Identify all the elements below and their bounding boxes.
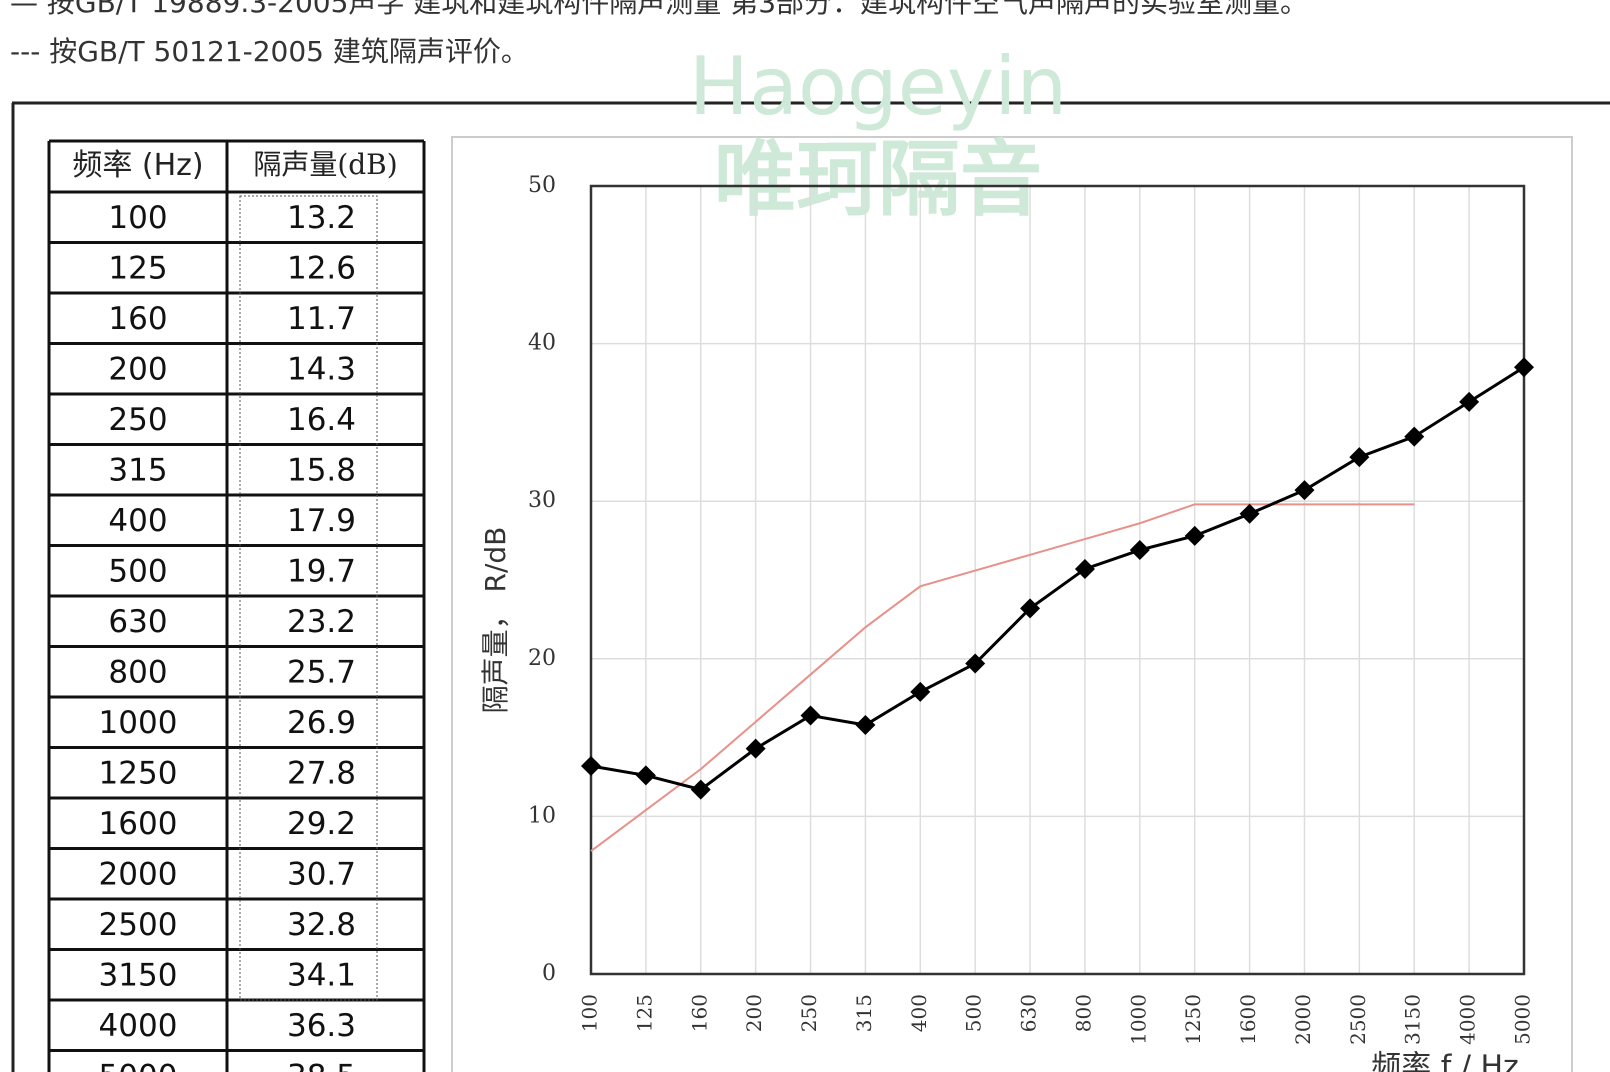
x-tick-label: 800 [1071,994,1095,1032]
x-tick-label: 125 [632,994,656,1032]
table-cell: 19.7 [287,553,356,589]
table-cell: 315 [108,452,167,488]
y-tick-label: 20 [528,646,556,671]
table-cell: 200 [108,351,167,387]
data-point [965,653,986,674]
table-cell: 400 [108,503,167,539]
data-point [800,705,821,726]
table-cell: 630 [108,604,167,640]
data-point [1514,357,1534,378]
data-point [581,755,601,776]
table-cell: 100 [108,200,167,236]
x-tick-label: 630 [1017,994,1041,1032]
table-cell: 38.5 [287,1058,356,1072]
table-cell: 14.3 [287,351,356,387]
x-tick-label: 500 [962,994,986,1032]
table-cell: 250 [108,402,167,438]
table-cell: 25.7 [287,654,356,690]
table-header: 频率 (Hz) [72,148,203,183]
y-axis-label: 隔声量， R/dB [479,527,512,714]
table-cell: 15.8 [287,452,356,488]
series-line [590,365,1525,792]
table-cell: 5000 [99,1058,178,1072]
data-point [1239,503,1260,524]
data-point [1404,426,1425,447]
table-cell: 36.3 [287,1008,356,1044]
table-header: 隔声量(dB) [253,148,397,181]
data-point [635,765,656,786]
x-tick-label: 400 [907,994,931,1032]
table-cell: 30.7 [287,856,356,892]
watermark: 唯珂隔音 [714,132,1042,227]
table-cell: 3150 [99,957,178,993]
table-cell: 2500 [99,907,178,943]
data-point [910,681,931,702]
header-line: --- 按GB/T 50121-2005 建筑隔声评价。 [10,35,529,68]
x-tick-label: 3150 [1401,994,1425,1045]
table-cell: 26.9 [287,705,356,741]
series-line [590,503,1415,852]
x-tick-label: 160 [687,994,711,1032]
watermark: Haogeyin [689,40,1067,133]
x-axis-label: 频率 f / Hz [1371,1050,1519,1072]
data-point [1129,540,1150,561]
x-tick-label: 100 [578,994,602,1032]
x-tick-label: 5000 [1511,994,1535,1045]
table-cell: 12.6 [287,250,356,286]
value-box [239,195,378,1001]
x-tick-label: 2500 [1346,994,1370,1045]
header-line: — 按GB/T 19889.3-2005声学 建筑和建筑构件隔声测量 第3部分：… [10,0,1308,19]
x-tick-label: 250 [797,994,821,1032]
table-cell: 13.2 [287,200,356,236]
table-cell: 32.8 [287,907,356,943]
table-cell: 23.2 [287,604,356,640]
table-cell: 160 [108,301,167,337]
y-tick-label: 10 [528,803,556,828]
x-tick-label: 1250 [1181,994,1205,1045]
data-point [1294,480,1315,501]
data-point [1074,558,1095,579]
table-cell: 11.7 [287,301,356,337]
table-cell: 29.2 [287,806,356,842]
table-cell: 1250 [99,755,178,791]
chart-frame [451,136,1573,1072]
table-cell: 16.4 [287,402,356,438]
data-point [1459,391,1480,412]
table-cell: 4000 [99,1008,178,1044]
data-point [855,714,876,735]
table-cell: 125 [108,250,167,286]
x-tick-label: 4000 [1456,994,1480,1045]
table-cell: 800 [108,654,167,690]
table-cell: 34.1 [287,957,356,993]
table-cell: 17.9 [287,503,356,539]
y-tick-label: 40 [528,331,556,356]
table-cell: 1000 [99,705,178,741]
data-point [1349,447,1370,468]
data-point [1184,525,1205,546]
y-tick-label: 0 [542,961,556,986]
x-tick-label: 200 [742,994,766,1032]
table-cell: 1600 [99,806,178,842]
y-tick-label: 50 [528,173,556,198]
x-tick-label: 315 [852,994,876,1032]
table-cell: 2000 [99,856,178,892]
data-point [690,779,711,800]
table-cell: 27.8 [287,755,356,791]
x-tick-label: 1600 [1236,994,1260,1045]
x-tick-label: 2000 [1291,994,1315,1045]
data-point [745,738,766,759]
table-cell: 500 [108,553,167,589]
data-point [1020,598,1041,619]
plot-area [589,184,1526,976]
x-tick-label: 1000 [1126,994,1150,1045]
y-tick-label: 30 [528,488,556,513]
